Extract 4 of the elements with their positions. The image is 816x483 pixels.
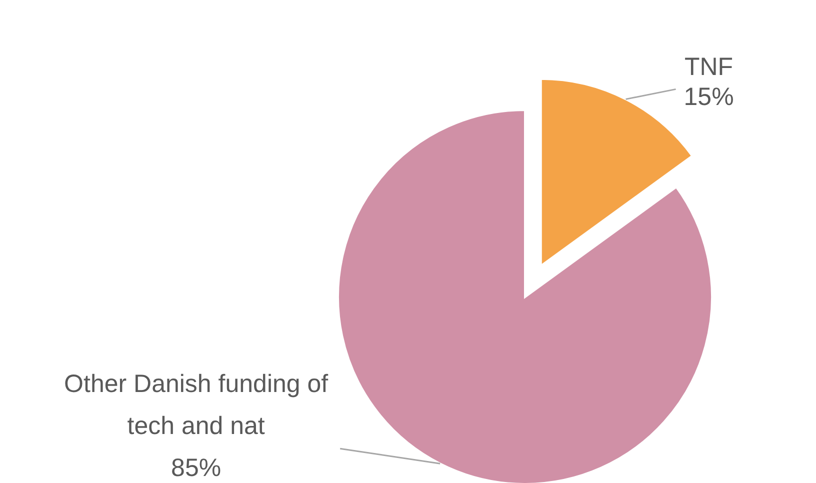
data-label: 15% [684, 83, 734, 112]
data-label: 85% [171, 454, 222, 482]
slice-label: TNF [684, 53, 734, 82]
slice-label: Other Danish funding of tech and nat [64, 370, 328, 440]
